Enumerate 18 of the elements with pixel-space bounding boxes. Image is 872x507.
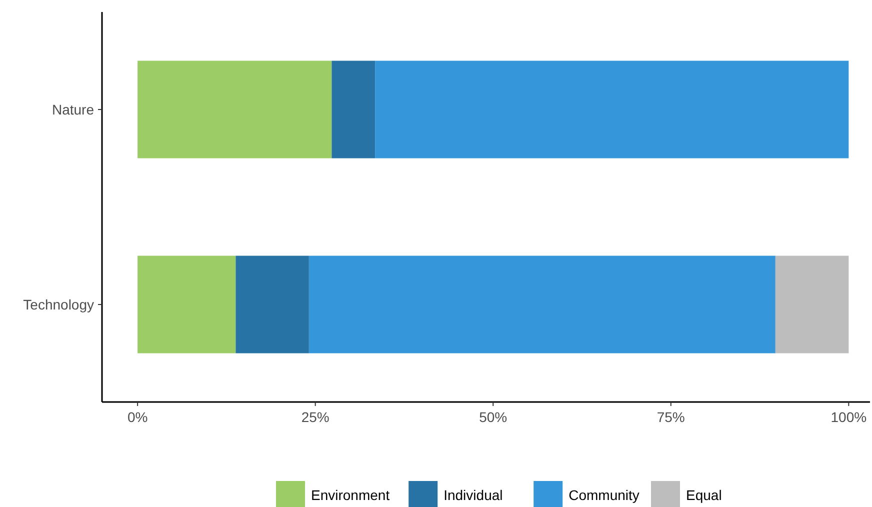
y-tick-label: Technology (23, 296, 94, 312)
legend-label: Equal (686, 487, 722, 503)
y-tick-label: Nature (52, 102, 94, 118)
x-tick-label: 100% (830, 409, 867, 425)
bar (236, 256, 309, 354)
bar (332, 60, 376, 158)
bar (775, 256, 849, 354)
x-tick-label: 75% (656, 409, 685, 425)
bar (138, 256, 236, 354)
bar (375, 60, 849, 158)
legend-label: Community (568, 487, 640, 503)
x-tick-label: 50% (479, 409, 508, 425)
x-tick-label: 25% (301, 409, 330, 425)
bar (138, 60, 332, 158)
legend-label: Individual (444, 487, 503, 503)
bar (308, 256, 776, 354)
legend-label: Environment (311, 487, 390, 503)
x-tick-label: 0% (127, 409, 148, 425)
